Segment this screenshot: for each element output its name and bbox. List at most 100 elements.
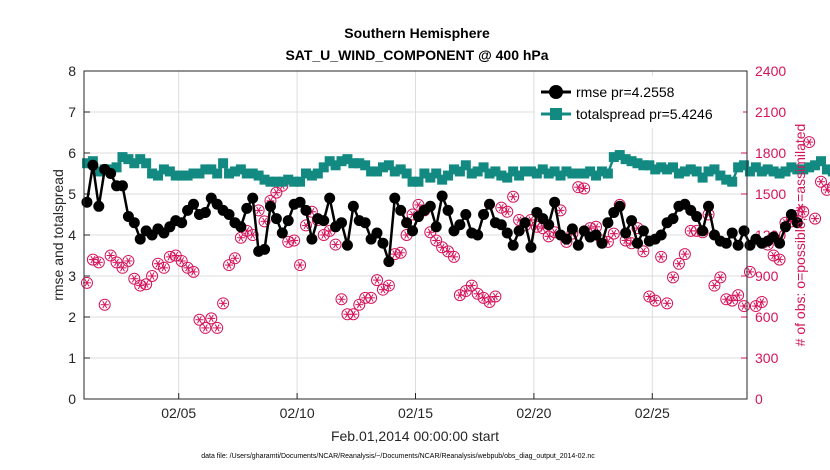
rmse-point <box>377 237 389 249</box>
totalspread-point <box>229 166 240 177</box>
totalspread-point <box>460 160 471 171</box>
rmse-point <box>389 192 401 204</box>
rmse-point <box>383 256 395 268</box>
x-tick-label: 02/10 <box>280 405 315 421</box>
x-tick-label: 02/15 <box>398 405 433 421</box>
rmse-point <box>436 190 448 202</box>
rmse-point <box>282 215 294 227</box>
totalspread-point <box>721 174 732 185</box>
totalspread-point <box>632 158 643 169</box>
rmse-point <box>407 225 419 237</box>
obs-point <box>365 291 378 304</box>
rmse-point <box>779 221 791 233</box>
totalspread-point <box>596 166 607 177</box>
rmse-point <box>105 168 117 179</box>
left-y-tick-label: 0 <box>68 391 76 407</box>
totalspread-point <box>448 164 459 175</box>
right-y-tick-label: 2400 <box>755 63 786 79</box>
totalspread-point <box>567 168 578 179</box>
obs-point <box>329 238 342 251</box>
rmse-point <box>454 219 466 231</box>
obs-point <box>217 297 230 310</box>
totalspread-point <box>147 168 158 179</box>
obs-point <box>714 271 727 284</box>
totalspread-point <box>508 166 519 177</box>
obs-point <box>743 265 756 278</box>
legend: rmse pr=4.2558 totalspread pr=5.4246 <box>535 76 743 128</box>
totalspread-point <box>626 156 637 167</box>
totalspread-point <box>389 166 400 177</box>
totalspread-point <box>206 164 217 175</box>
totalspread-point <box>668 162 679 173</box>
totalspread-point <box>620 154 631 165</box>
totalspread-point <box>591 170 602 181</box>
right-y-tick-label: 0 <box>755 391 763 407</box>
chart-title-line-2: SAT_U_WIND_COMPONENT @ 400 hPa <box>285 47 548 63</box>
totalspread-point <box>768 166 779 177</box>
rmse-point <box>223 209 235 220</box>
totalspread-point <box>744 166 755 177</box>
rmse-point <box>300 204 312 216</box>
rmse-point <box>176 217 188 229</box>
obs-point <box>323 224 336 237</box>
totalspread-point <box>762 164 773 175</box>
obs-point <box>347 308 360 321</box>
rmse-point <box>720 237 732 249</box>
rmse-point <box>631 237 643 249</box>
obs-point <box>637 245 650 258</box>
obs-point <box>353 298 366 311</box>
obs-point <box>122 254 135 267</box>
left-y-tick-label: 4 <box>68 227 76 243</box>
totalspread-point <box>289 176 300 187</box>
totalspread-point <box>407 176 418 187</box>
obs-point <box>436 241 449 254</box>
rmse-point <box>525 241 537 253</box>
rmse-point <box>276 227 288 239</box>
rmse-point <box>691 211 703 223</box>
totalspread-point <box>792 164 803 175</box>
obs-point <box>430 234 443 247</box>
rmse-point <box>294 196 306 208</box>
totalspread-point <box>454 166 465 177</box>
totalspread-point <box>277 176 288 187</box>
left-y-tick-label: 7 <box>68 104 76 120</box>
totalspread-point <box>756 166 767 177</box>
obs-point <box>294 259 307 272</box>
totalspread-point <box>543 168 554 179</box>
totalspread-point <box>484 168 495 179</box>
obs-point <box>288 234 301 247</box>
totalspread-point <box>377 162 388 173</box>
totalspread-point <box>241 168 252 179</box>
totalspread-point <box>750 162 761 173</box>
obs-point <box>554 204 567 217</box>
left-y-tick-label: 8 <box>68 63 76 79</box>
totalspread-point <box>295 176 306 187</box>
obs-point <box>116 261 129 274</box>
totalspread-point <box>573 168 584 179</box>
right-y-tick-label: 300 <box>755 350 779 366</box>
totalspread-point <box>336 156 347 167</box>
legend-box <box>535 76 743 128</box>
totalspread-point <box>383 160 394 171</box>
left-y-tick-label: 5 <box>68 186 76 202</box>
obs-point <box>507 190 520 203</box>
rmse-point <box>549 196 561 208</box>
rmse-point <box>637 225 649 237</box>
obs-point <box>826 181 830 193</box>
rmse-point <box>785 209 797 220</box>
totalspread-point <box>579 168 590 179</box>
legend-rmse-label: rmse pr=4.2558 <box>576 84 675 100</box>
obs-point <box>732 289 745 302</box>
rmse-point <box>235 221 247 233</box>
totalspread-point <box>247 168 258 179</box>
obs-point <box>80 276 93 289</box>
obs-point <box>193 313 206 326</box>
totalspread-point <box>561 166 572 177</box>
obs-point <box>607 227 620 240</box>
totalspread-point <box>514 170 525 181</box>
totalspread-point <box>490 166 501 177</box>
left-y-tick-label: 2 <box>68 309 76 325</box>
left-y-axis-ticks: 0 1 2 3 4 5 6 7 8 <box>68 63 90 407</box>
totalspread-point <box>312 168 323 179</box>
